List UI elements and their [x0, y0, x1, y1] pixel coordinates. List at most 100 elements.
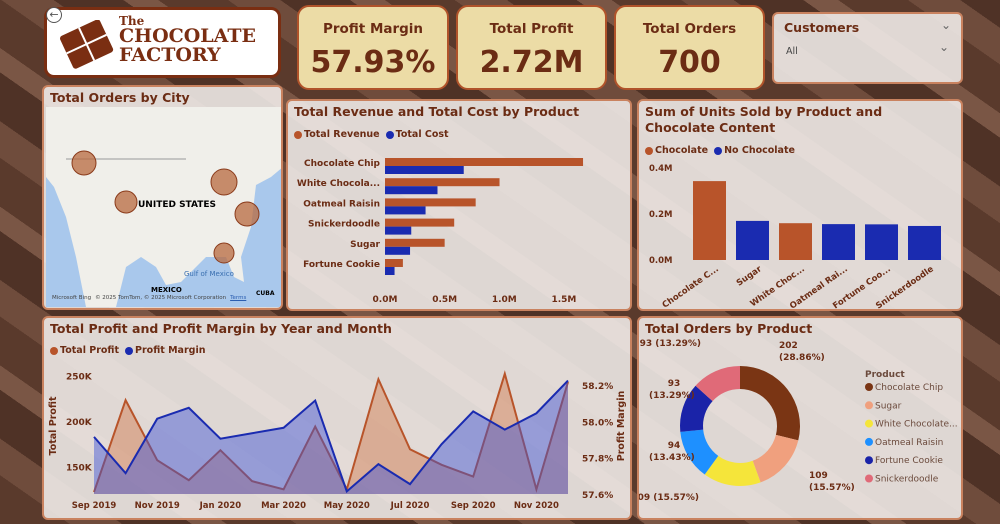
x-tick: Sep 2020: [451, 501, 496, 511]
city-bubble[interactable]: [114, 190, 138, 214]
legend-item[interactable]: White Chocolate...: [875, 420, 958, 430]
bar-total-revenue[interactable]: [385, 218, 455, 227]
bar-total-cost[interactable]: [385, 186, 438, 195]
legend-item[interactable]: Fortune Cookie: [875, 456, 943, 466]
category-label: Fortune Cookie: [303, 260, 380, 270]
legend-label: Total Cost: [395, 129, 449, 140]
bar[interactable]: [822, 224, 855, 260]
bar-total-cost[interactable]: [385, 246, 411, 255]
category-label: Sugar: [735, 264, 764, 289]
legend-dot: [865, 437, 873, 446]
chevron-down-icon[interactable]: ⌄: [940, 18, 951, 32]
kpi-value: 57.93%: [310, 45, 436, 80]
bar[interactable]: [908, 225, 941, 260]
category-label: Chocolate Chip: [304, 159, 381, 169]
profit-margin-area-chart: 250K 200K 150K 57.6% 57.8% 58.0% 58.2% Total Pr…: [48, 370, 627, 511]
back-button[interactable]: ←: [46, 7, 62, 23]
legend-item[interactable]: Oatmeal Raisin: [875, 438, 943, 448]
bar[interactable]: [865, 224, 898, 260]
legend-dot: [294, 130, 302, 139]
bar-total-revenue[interactable]: [385, 238, 445, 247]
x-tick: Nov 2019: [135, 501, 180, 511]
category-label: Snickerdoodle: [308, 220, 380, 230]
slice-data-label: 93 (13.29%): [649, 379, 695, 401]
legend-dot: [385, 130, 394, 139]
y-tick: 0.4M: [649, 164, 673, 174]
bar-total-cost[interactable]: [385, 206, 426, 215]
bar[interactable]: [736, 220, 769, 260]
city-bubble[interactable]: [71, 150, 97, 176]
bar-total-cost[interactable]: [385, 267, 395, 275]
y-tick: 150K: [66, 464, 93, 474]
mexico-label: MEXICO: [151, 286, 182, 294]
donut-slice[interactable]: [740, 366, 800, 441]
city-bubble[interactable]: [213, 242, 235, 264]
legend-dot: [865, 474, 873, 483]
bar[interactable]: [779, 223, 812, 260]
legend-label: Total Revenue: [304, 129, 380, 140]
chart-title: Total Orders by Product: [645, 321, 813, 336]
city-bubble[interactable]: [234, 201, 260, 227]
logo-factory: FACTORY: [119, 44, 221, 66]
bar-total-cost[interactable]: [385, 226, 412, 235]
logo: The CHOCOLATE FACTORY: [44, 7, 281, 78]
legend-label: Profit Margin: [135, 345, 206, 356]
legend-total-profit[interactable]: Total Profit: [50, 345, 119, 356]
donut-slice[interactable]: [695, 366, 740, 402]
slice-data-label: 109 (15.57%): [639, 493, 699, 503]
x-tick: Jan 2020: [199, 501, 242, 511]
dropdown-chevron-icon[interactable]: ⌄: [938, 40, 949, 54]
bar-total-revenue[interactable]: [385, 158, 584, 166]
chocolate-bar-icon: [60, 20, 114, 69]
terms-link[interactable]: Terms: [230, 295, 247, 301]
legend-item[interactable]: Snickerdoodle: [875, 475, 939, 485]
legend-title: Product: [865, 370, 905, 380]
customers-slicer[interactable]: Customers ⌄ All ⌄: [772, 12, 963, 84]
city-bubble[interactable]: [210, 168, 238, 196]
cuba-label: CUBA: [256, 290, 275, 297]
legend-chocolate[interactable]: Chocolate: [645, 145, 708, 156]
y2-tick: 58.2%: [582, 382, 613, 392]
bar-total-revenue[interactable]: [385, 178, 500, 187]
legend-dot: [714, 146, 723, 155]
map-title: Total Orders by City: [50, 90, 190, 105]
donut-slice[interactable]: [680, 429, 719, 475]
x-tick: 0.0M: [373, 295, 398, 305]
x-tick: Nov 2020: [514, 501, 559, 511]
slicer-value[interactable]: All: [786, 46, 798, 57]
legend-dot: [645, 146, 653, 155]
category-label: Sugar: [350, 240, 380, 250]
legend-total-revenue[interactable]: Total Revenue: [294, 129, 380, 140]
kpi-value: 700: [658, 45, 721, 80]
map-panel: Total Orders by City UNITED STATES Gulf …: [42, 85, 283, 310]
legend-profit-margin[interactable]: Profit Margin: [125, 345, 205, 356]
x-tick: 1.0M: [492, 295, 517, 305]
bar-total-revenue[interactable]: [385, 259, 403, 267]
donut-slice[interactable]: [752, 434, 799, 483]
orders-donut-chart: 202(28.86%) 109(15.57%) 109 (15.57%) 94(13.…: [639, 339, 958, 503]
legend-no-chocolate[interactable]: No Chocolate: [714, 145, 795, 156]
donut-slice[interactable]: [704, 455, 761, 486]
legend-item[interactable]: Chocolate Chip: [875, 383, 943, 393]
gulf-label: Gulf of Mexico: [184, 270, 234, 278]
line-profit-margin[interactable]: [93, 379, 569, 494]
line-total-profit[interactable]: [93, 370, 569, 494]
y2-tick: 57.6%: [582, 491, 613, 501]
legend-label: Total Profit: [60, 345, 120, 356]
legend-total-cost[interactable]: Total Cost: [385, 129, 449, 140]
kpi-total-orders: Total Orders 700: [614, 5, 765, 90]
bing-logo: Microsoft Bing: [52, 295, 92, 301]
legend-item[interactable]: Sugar: [875, 401, 902, 411]
bar-total-cost[interactable]: [385, 166, 464, 174]
x-tick: Jul 2020: [390, 501, 430, 511]
map[interactable]: [46, 107, 283, 307]
units-sold-chart-panel: Sum of Units Sold by Product and Chocola…: [637, 99, 963, 311]
bar-total-revenue[interactable]: [385, 198, 476, 207]
legend-label: Chocolate: [655, 145, 709, 156]
area-profit-margin: [94, 380, 568, 494]
bar[interactable]: [693, 181, 726, 260]
donut-slice[interactable]: [680, 385, 713, 432]
y2-tick: 58.0%: [582, 418, 613, 428]
slice-data-label: 93 (13.29%): [640, 339, 701, 349]
